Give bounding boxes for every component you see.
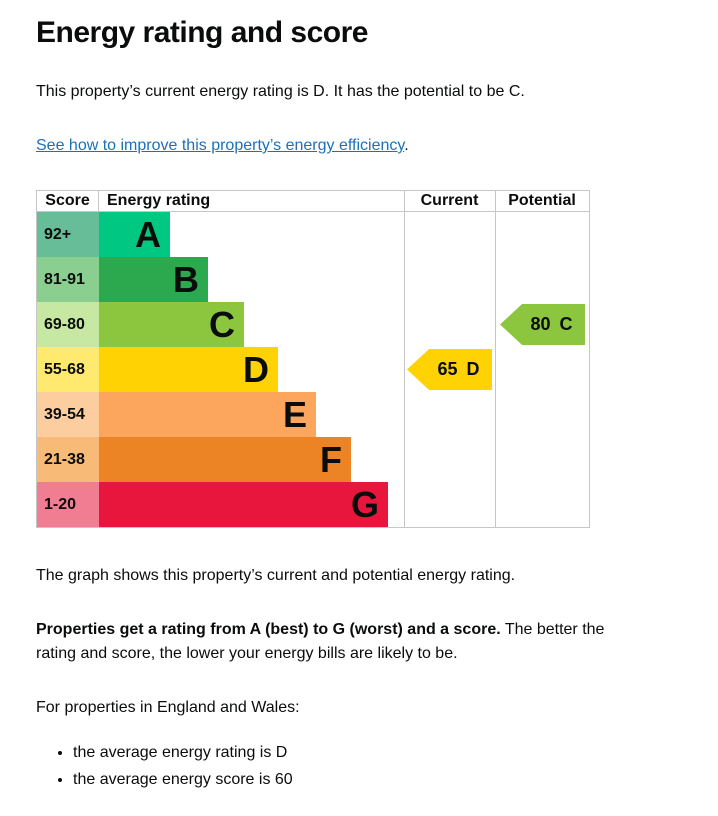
list-item: the average energy rating is D xyxy=(73,742,626,764)
band-score-range: 1-20 xyxy=(37,482,99,527)
averages-list: the average energy rating is D the avera… xyxy=(36,742,626,791)
epc-band-rows: 92+ A 81-91 B 69-80 C 55-68 D 39-54 E 21-38 F 1-20 G xyxy=(37,212,404,527)
band-score-range: 21-38 xyxy=(37,437,99,482)
rating-explanation-bold: Properties get a rating from A (best) to… xyxy=(36,621,501,638)
epc-chart-header: Score Energy rating Current Potential xyxy=(37,191,589,212)
band-row: 1-20 G xyxy=(37,482,404,527)
band-row: 55-68 D xyxy=(37,347,404,392)
header-energy-rating: Energy rating xyxy=(107,192,211,209)
potential-score: 80 xyxy=(530,314,551,334)
improve-efficiency-link[interactable]: See how to improve this property’s energ… xyxy=(36,137,405,154)
band-row: 39-54 E xyxy=(37,392,404,437)
band-bar: F xyxy=(99,437,351,482)
potential-rating-arrow: 80 C xyxy=(500,304,585,345)
band-bar: B xyxy=(99,257,208,302)
band-bar: C xyxy=(99,302,244,347)
band-bar: A xyxy=(99,212,170,257)
region-line: For properties in England and Wales: xyxy=(36,699,300,716)
band-row: 81-91 B xyxy=(37,257,404,302)
rating-explanation: Properties get a rating from A (best) to… xyxy=(36,618,624,666)
page-title: Energy rating and score xyxy=(36,16,368,49)
header-score: Score xyxy=(37,191,99,211)
page-content: Energy rating and score This property’s … xyxy=(0,0,626,816)
band-score-range: 39-54 xyxy=(37,392,99,437)
band-bar: E xyxy=(99,392,316,437)
potential-column-divider xyxy=(495,191,496,527)
potential-band: C xyxy=(559,314,573,334)
band-score-range: 92+ xyxy=(37,212,99,257)
current-score: 65 xyxy=(437,359,458,379)
header-current: Current xyxy=(420,192,479,209)
current-rating-arrow: 65 D xyxy=(407,349,492,390)
band-bar: G xyxy=(99,482,388,527)
band-row: 92+ A xyxy=(37,212,404,257)
rating-explanation-rest: The better the rating and score, the low… xyxy=(36,621,605,662)
current-band: D xyxy=(466,359,480,379)
band-score-range: 81-91 xyxy=(37,257,99,302)
header-potential: Potential xyxy=(508,192,576,209)
graph-caption: The graph shows this property’s current … xyxy=(36,567,516,584)
link-period: . xyxy=(404,137,409,154)
epc-rating-chart: Score Energy rating Current Potential 92… xyxy=(36,190,590,528)
improve-link-line: See how to improve this property’s energ… xyxy=(36,134,626,158)
band-score-range: 55-68 xyxy=(37,347,99,392)
band-row: 21-38 F xyxy=(37,437,404,482)
band-score-range: 69-80 xyxy=(37,302,99,347)
list-item: the average energy score is 60 xyxy=(73,769,626,791)
band-bar: D xyxy=(99,347,278,392)
intro-text: This property’s current energy rating is… xyxy=(36,83,525,100)
band-row: 69-80 C xyxy=(37,302,404,347)
current-column-divider xyxy=(404,191,405,527)
